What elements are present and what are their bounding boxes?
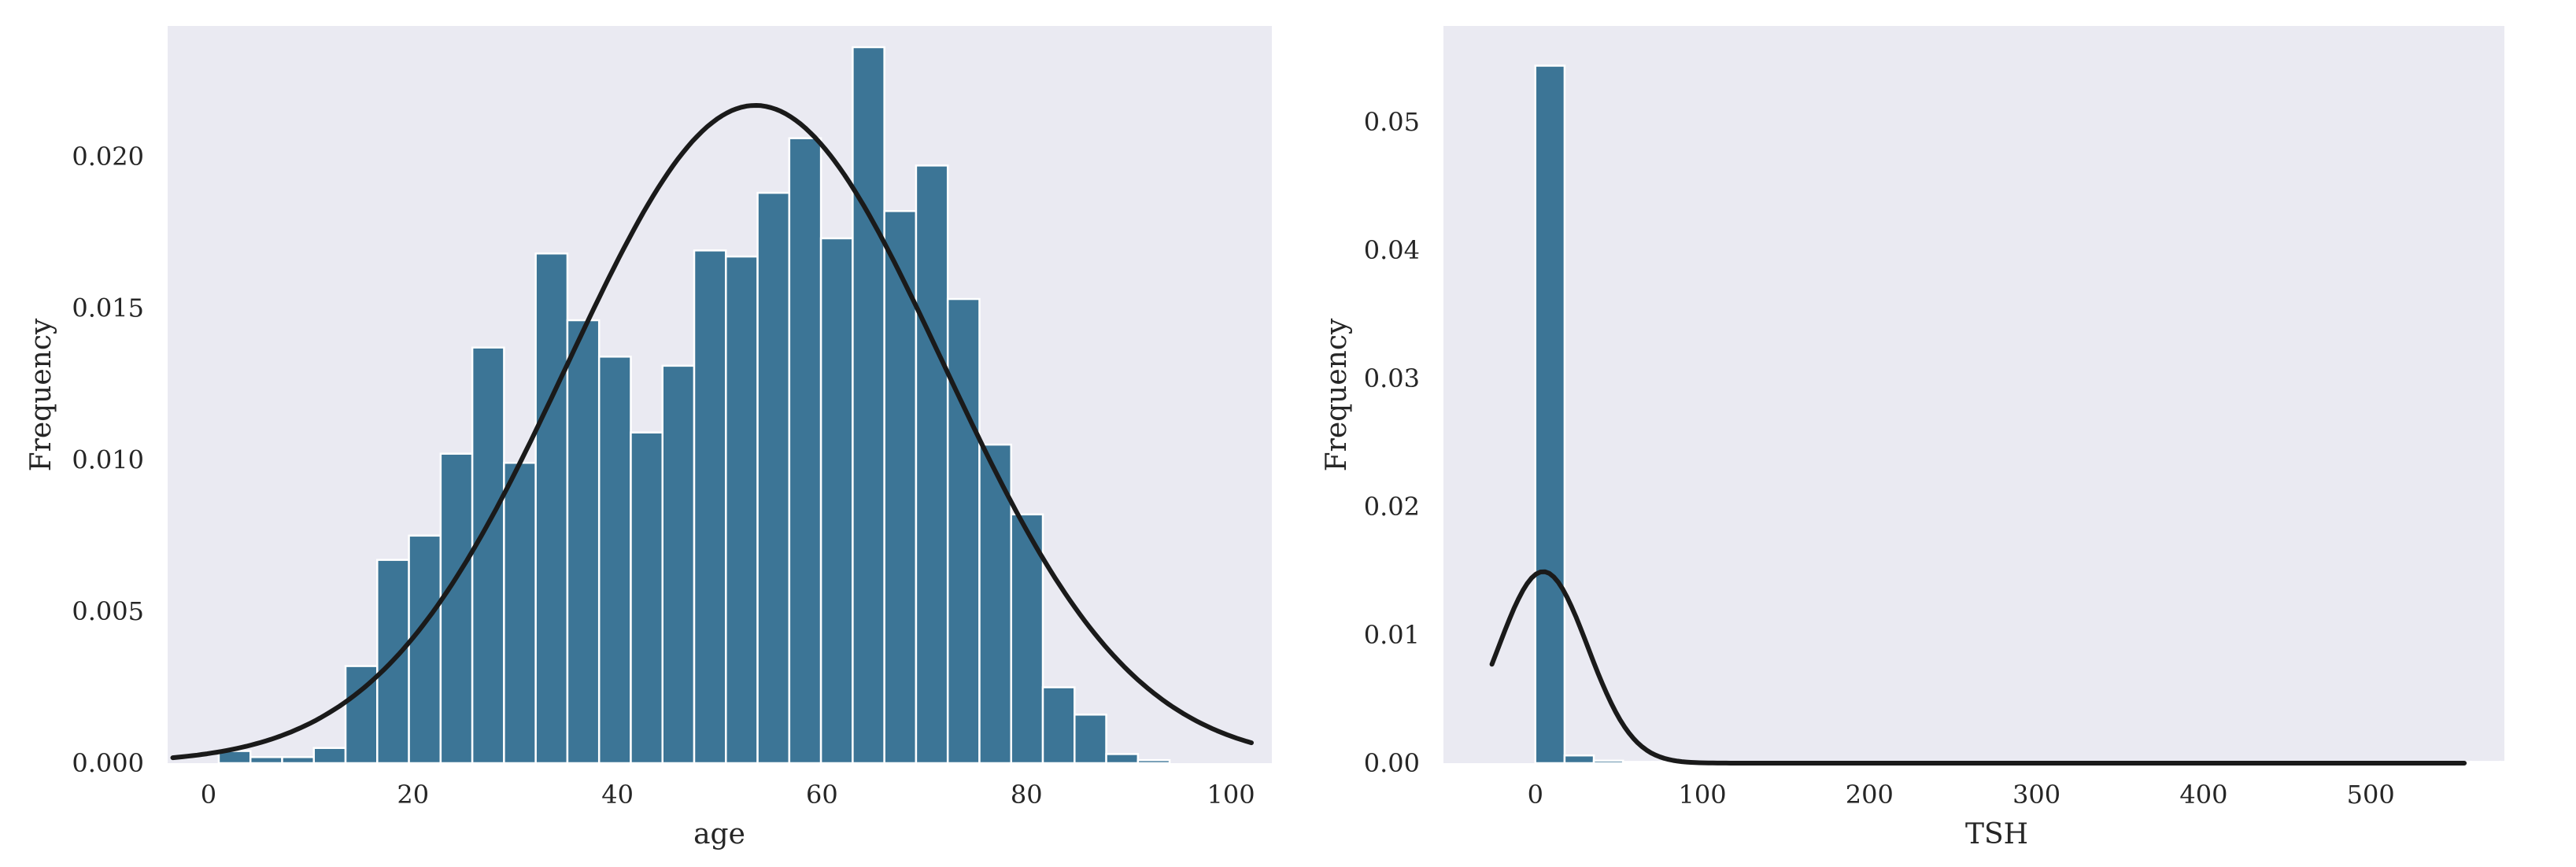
x-tick-label: 300: [2012, 780, 2060, 810]
y-axis-label: Frequency: [25, 318, 57, 471]
y-tick-label: 0.05: [1364, 107, 1420, 137]
y-tick-label: 0.02: [1364, 492, 1420, 522]
y-tick-label: 0.01: [1364, 620, 1420, 650]
histogram-bar: [1592, 759, 1624, 765]
histogram-bar: [1136, 758, 1171, 765]
x-axis-label: age: [693, 818, 745, 850]
histogram-bar: [693, 249, 727, 765]
density-curve: [170, 103, 1254, 761]
y-tick-labels: 0.00 0.01 0.02 0.03 0.04 0.05: [1364, 107, 1420, 778]
histogram-bar: [756, 191, 791, 765]
histogram-bar: [503, 462, 537, 765]
age-histogram-panel: 0 20 40 60 80 100 0.000 0.005 0.010 0.015 0.020 a…: [25, 26, 1272, 850]
histogram-bar: [978, 443, 1012, 765]
histogram-bar: [1074, 714, 1107, 765]
x-tick-labels: 0 20 40 60 80 100: [201, 780, 1255, 810]
x-tick-label: 200: [1846, 780, 1894, 810]
histogram-bar: [408, 534, 442, 765]
histogram-bar: [788, 137, 822, 765]
histogram-bar: [1534, 65, 1566, 765]
y-tick-label: 0.020: [72, 142, 144, 172]
histogram-bar: [2499, 761, 2531, 765]
x-tick-label: 60: [806, 780, 838, 810]
histogram-bar: [630, 431, 664, 765]
x-tick-label: 0: [1528, 780, 1543, 810]
x-tick-label: 0: [201, 780, 216, 810]
y-tick-label: 0.010: [72, 445, 144, 474]
x-tick-label: 100: [1679, 780, 1727, 810]
histogram-bar: [471, 346, 505, 765]
histogram-bar: [1105, 753, 1140, 765]
histogram-bar: [249, 756, 283, 765]
plot-area: [1443, 26, 2504, 763]
y-tick-label: 0.005: [72, 596, 144, 626]
histogram-bars: [217, 46, 1171, 765]
density-curve: [1489, 569, 2467, 766]
y-tick-label: 0.015: [72, 293, 144, 323]
histogram-bar: [597, 356, 632, 765]
histogram-bar: [883, 209, 918, 765]
tsh-histogram-panel: 0 100 200 300 400 500 0.000.010.020.030.040.0…: [1321, 26, 2531, 850]
histogram-bar: [566, 319, 601, 765]
y-tick-label: 0.00: [1364, 748, 1420, 778]
y-axis-label: Frequency: [1321, 318, 1353, 471]
histogram-bar: [819, 237, 854, 765]
histogram-bar: [661, 364, 696, 765]
histogram-bar: [439, 452, 474, 765]
y-tick-label: 0.04: [1364, 235, 1420, 265]
histogram-bar: [1621, 761, 1654, 765]
x-tick-label: 400: [2179, 780, 2227, 810]
histogram-bar: [1563, 754, 1595, 765]
histogram-bar: [312, 747, 347, 765]
x-tick-label: 80: [1011, 780, 1043, 810]
histogram-bar: [915, 164, 949, 765]
histogram-bar: [281, 756, 316, 765]
x-tick-label: 20: [397, 780, 429, 810]
histogram-bar: [2470, 761, 2501, 765]
x-tick-labels: 0 100 200 300 400 500: [1528, 780, 2395, 810]
histogram-bar: [1010, 513, 1044, 765]
x-tick-label: 100: [1207, 780, 1255, 810]
x-tick-label: 40: [601, 780, 634, 810]
histogram-bar: [946, 297, 981, 765]
y-tick-label: 0.000: [72, 748, 144, 778]
histogram-bar: [725, 255, 759, 765]
histogram-bar: [534, 252, 569, 765]
y-tick-label: 0.03: [1364, 363, 1420, 393]
y-tick-labels: 0.000 0.005 0.010 0.015 0.020: [72, 142, 144, 778]
x-tick-label: 500: [2347, 780, 2395, 810]
histogram-bar: [852, 46, 885, 765]
x-axis-label: TSH: [1965, 818, 2028, 850]
histogram-bar: [1041, 686, 1076, 765]
